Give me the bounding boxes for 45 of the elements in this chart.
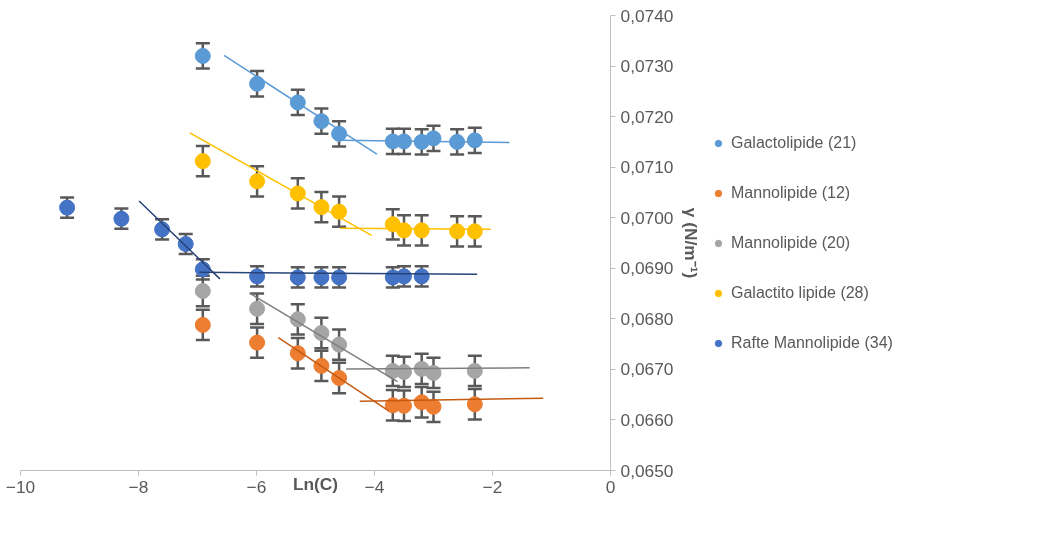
point — [249, 334, 266, 351]
point — [425, 364, 442, 381]
y-tick-label: 0,0710 — [620, 157, 674, 178]
x-tick-label: 0 — [605, 476, 616, 497]
y-axis-title: γ (N/m⁻¹) — [681, 207, 702, 279]
y-tick-label: 0,0700 — [620, 207, 674, 228]
legend-label: Mannolipide (12) — [731, 183, 851, 202]
y-tick-label: 0,0650 — [620, 460, 674, 481]
y-tick-label: 0,0740 — [620, 5, 674, 26]
point — [289, 185, 306, 202]
point — [331, 203, 348, 220]
point — [449, 133, 466, 150]
point — [313, 113, 330, 130]
point — [331, 125, 348, 142]
point — [396, 397, 412, 414]
point — [289, 94, 306, 111]
legend-label: Rafte Mannolipide (34) — [731, 333, 893, 352]
x-axis-title: Ln(C) — [292, 473, 339, 494]
point — [194, 283, 211, 300]
y-tick-label: 0,0660 — [620, 409, 674, 430]
point — [194, 153, 211, 170]
y-tick-label: 0,0730 — [620, 56, 674, 77]
point — [396, 222, 412, 239]
y-tick-label: 0,0670 — [620, 359, 674, 380]
x-tick-label: −6 — [246, 476, 267, 497]
point — [194, 47, 211, 64]
point — [425, 130, 442, 147]
point — [113, 210, 130, 227]
point — [425, 398, 442, 415]
legend-label: Galactito lipide (28) — [731, 283, 869, 302]
point — [249, 173, 266, 190]
legend-label: Galactolipide (21) — [731, 133, 857, 152]
x-tick-label: −2 — [482, 476, 503, 497]
y-tick-label: 0,0690 — [620, 258, 674, 279]
y-tick-label: 0,0720 — [620, 106, 674, 127]
point — [194, 316, 211, 333]
x-tick-label: −10 — [5, 476, 36, 497]
y-tick-label: 0,0680 — [620, 308, 674, 329]
point — [249, 300, 266, 317]
x-tick-label: −8 — [128, 476, 149, 497]
x-tick-label: −4 — [364, 476, 385, 497]
point — [249, 75, 266, 92]
point — [466, 396, 483, 413]
point — [396, 363, 412, 380]
legend-label: Mannolipide (20) — [731, 233, 851, 252]
